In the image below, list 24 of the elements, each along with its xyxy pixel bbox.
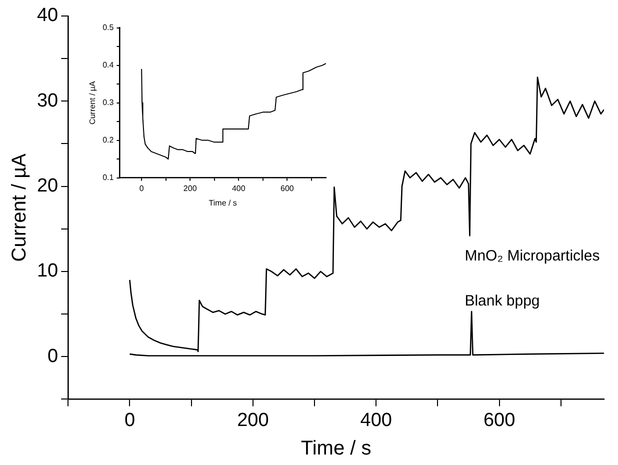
- y-tick-label: 20: [36, 176, 58, 197]
- y-tick-label: 0.4: [102, 60, 114, 70]
- y-tick-label: 40: [36, 5, 58, 26]
- y-tick-label: 0.1: [102, 173, 114, 182]
- y-tick-label: 30: [36, 90, 58, 112]
- y-tick-label: 0: [48, 346, 58, 367]
- x-tick-label: 600: [483, 410, 516, 431]
- x-tick-label: 400: [360, 410, 392, 431]
- series-label: Blank bppg: [464, 292, 540, 310]
- y-axis-title: Current / µA: [8, 152, 31, 262]
- x-axis-title: Time / s: [300, 438, 372, 460]
- x-tick-label: 200: [183, 184, 198, 193]
- x-tick-label: 600: [280, 184, 294, 193]
- x-tick-label: 0: [139, 184, 144, 193]
- y-tick-label: 10: [36, 260, 58, 282]
- x-axis-title: Time / s: [208, 198, 237, 208]
- x-tick-label: 0: [124, 410, 136, 431]
- y-tick-label: 0.3: [102, 98, 114, 108]
- x-tick-label: 200: [237, 410, 269, 431]
- y-tick-label: 0.2: [102, 136, 114, 145]
- x-tick-label: 400: [232, 184, 246, 193]
- y-axis-title: Current / µA: [88, 80, 98, 124]
- series-label: MnO₂ Microparticles: [464, 248, 600, 265]
- y-tick-label: 0.5: [102, 23, 114, 32]
